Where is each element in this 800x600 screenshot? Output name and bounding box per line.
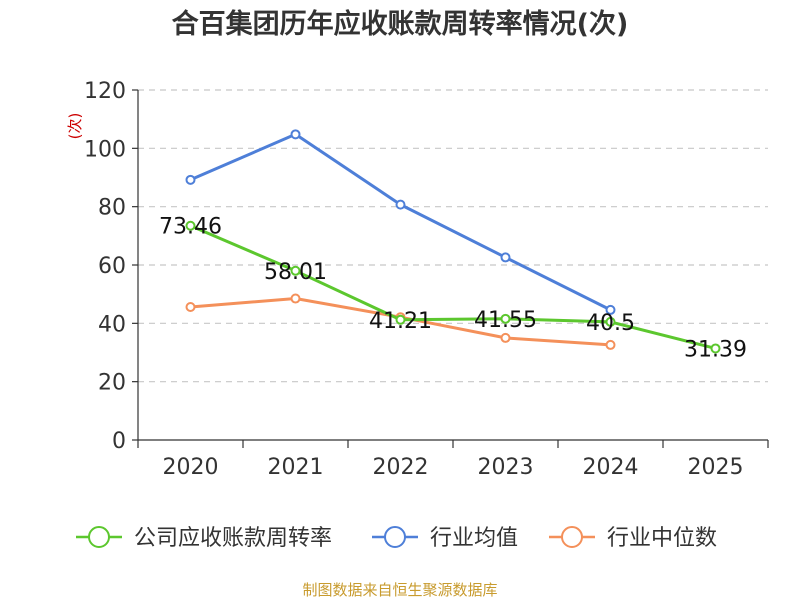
grid [138,89,768,383]
x-tick-label-2020: 2020 [163,455,219,480]
y-axis-label: (次) [66,113,84,140]
point-1-2020 [185,174,196,185]
point-0-2024 [605,316,616,327]
legend-label-0: 公司应收账款周转率 [134,526,332,551]
point-0-2021 [290,265,301,276]
y-tick-label-120: 120 [84,79,126,104]
point-2-2021 [290,293,301,304]
y-tick-label-80: 80 [98,196,126,221]
data-label-2022: 41.21 [369,309,432,334]
point-0-2022 [395,314,406,325]
x-tick-label-2024: 2024 [583,455,639,480]
legend-marker-0 [88,526,110,548]
y-tick-label-20: 20 [98,371,126,396]
point-1-2024 [605,304,616,315]
x-tick-label-2021: 2021 [268,455,324,480]
series-line-1 [189,132,612,312]
point-0-2025 [710,343,721,354]
point-2-2020 [185,302,196,312]
data-label-2021: 58.01 [264,260,327,285]
legend-marker-1 [384,526,406,548]
x-tick-label-2025: 2025 [688,455,744,480]
x-tick-label-2022: 2022 [373,455,429,480]
axes: 0 20 40 60 80 100 120 2020 2021 2022 2023 2024 2025 [84,79,769,480]
point-1-2022 [395,199,406,210]
y-tick-label-100: 100 [84,137,126,162]
legend: 公司应收账款周转率 行业均值 行业中位数 [76,526,717,551]
chart-title: 合百集团历年应收账款周转率情况(次) [172,8,629,40]
point-2-2023 [500,332,511,343]
data-label-2024: 40.5 [586,311,635,336]
y-tick-label-60: 60 [98,254,126,279]
source-note: 制图数据来自恒生聚源数据库 [302,581,497,599]
data-label-2020: 73.46 [159,215,222,240]
point-2-2024 [605,339,616,350]
data-label-2023: 41.55 [474,308,537,333]
data-labels: 73.46 58.01 41.21 41.55 40.5 31.39 [159,215,747,363]
point-0-2020 [185,220,196,231]
point-1-2023 [500,252,511,263]
x-tick-label-2023: 2023 [478,455,534,480]
legend-label-2: 行业中位数 [607,526,717,551]
point-1-2021 [290,129,301,140]
legend-label-1: 行业均值 [430,526,518,551]
legend-marker-2 [561,526,583,548]
y-tick-label-40: 40 [98,312,126,337]
series-group [185,129,721,354]
y-tick-label-0: 0 [112,429,126,454]
data-label-2025: 31.39 [684,337,747,362]
series-line-0 [189,224,716,350]
point-0-2023 [500,313,511,324]
